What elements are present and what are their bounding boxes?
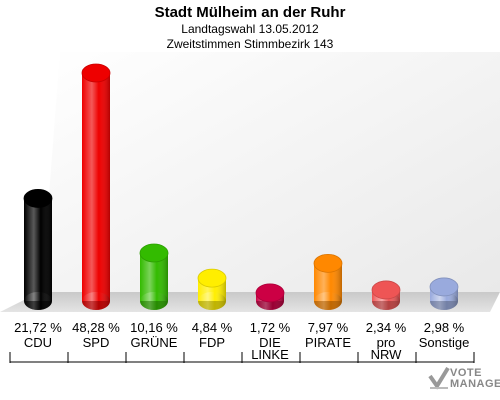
category-label-die-linke: DIE LINKE <box>251 335 289 362</box>
category-axis <box>9 352 475 363</box>
bar-grüne <box>139 243 169 310</box>
bar-die-linke <box>255 283 285 310</box>
value-label-fdp: 4,84 % <box>191 320 233 335</box>
bar-top-cdu <box>23 189 53 208</box>
bar-sonstige <box>429 277 459 310</box>
value-label-pirate: 7,97 % <box>307 320 349 335</box>
category-label-fdp: FDP <box>199 335 225 350</box>
chart-subtitle-election: Landtagswahl 13.05.2012 <box>181 22 319 36</box>
bar-shine-cdu <box>24 198 52 301</box>
bar-spd <box>81 63 111 310</box>
bar-pro-nrw <box>371 280 401 310</box>
bar-shine-spd <box>82 73 110 301</box>
logo-text: VOTE MANAGER <box>450 367 500 390</box>
bar-fdp <box>197 268 227 310</box>
category-label-cdu: CDU <box>23 335 53 350</box>
chart-subtitle-district: Zweitstimmen Stimmbezirk 143 <box>166 37 334 51</box>
value-label-grüne: 10,16 % <box>130 320 178 335</box>
value-label-sonstige: 2,98 % <box>423 320 465 335</box>
vote-manager-logo: VOTE MANAGER <box>428 366 500 396</box>
bar-top-sonstige <box>429 277 459 297</box>
category-label-grüne: GRÜNE <box>130 335 178 350</box>
category-label-pirate: PIRATE <box>305 335 351 350</box>
value-label-spd: 48,28 % <box>72 320 120 335</box>
bar-top-grüne <box>139 243 169 263</box>
bar-group <box>23 63 459 310</box>
value-label-pro-nrw: 2,34 % <box>365 320 407 335</box>
value-label-cdu: 21,72 % <box>14 320 62 335</box>
category-label-sonstige: Sonstige <box>418 335 470 350</box>
bar-top-spd <box>81 63 111 83</box>
category-label-spd: SPD <box>82 335 110 350</box>
chart-title: Stadt Mülheim an der Ruhr <box>154 4 346 21</box>
chart-floor <box>0 292 500 312</box>
bar-cdu <box>23 189 53 310</box>
ballot-check-icon <box>428 366 450 390</box>
bar-pirate <box>313 253 343 310</box>
bar-top-pro-nrw <box>371 280 401 300</box>
value-label-die-linke: 1,72 % <box>249 320 291 335</box>
category-label-pro-nrw: pro NRW <box>370 335 402 362</box>
bar-top-die-linke <box>255 283 285 303</box>
chart-header: Stadt Mülheim an der Ruhr Landtagswahl 1… <box>0 4 500 52</box>
bar-top-fdp <box>197 268 227 288</box>
bar-top-pirate <box>313 253 343 273</box>
